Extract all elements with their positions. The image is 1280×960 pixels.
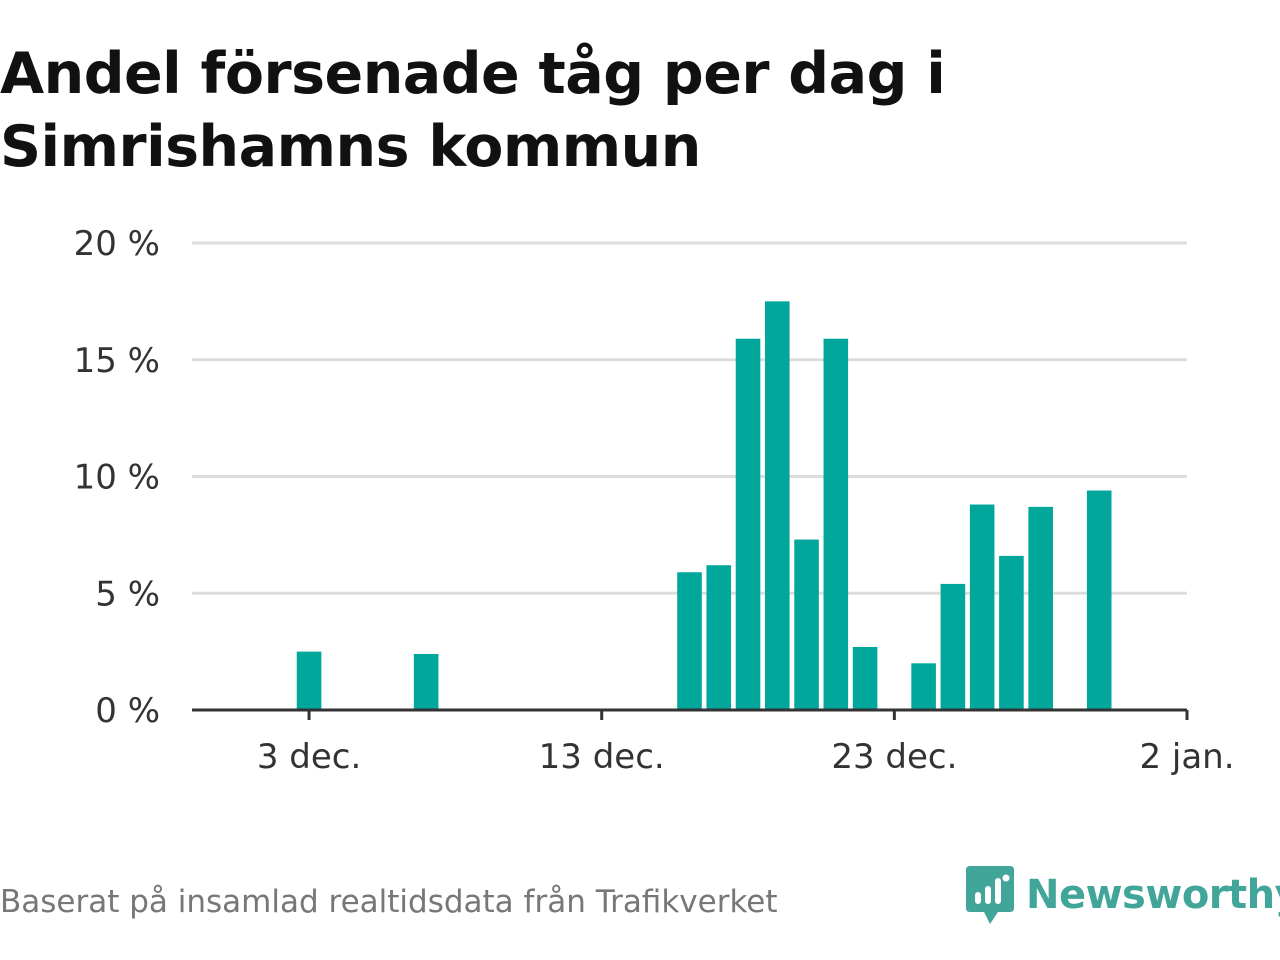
y-tick-label: 15 % — [74, 341, 160, 381]
bar — [1028, 506, 1053, 710]
x-tick-label: 23 dec. — [831, 737, 957, 777]
bar — [413, 653, 439, 710]
y-tick-label: 5 % — [95, 574, 160, 614]
bar — [940, 583, 966, 710]
x-tick-label: 2 jan. — [1139, 737, 1234, 777]
chart-title: Andel försenade tåg per dag i Simrishamn… — [0, 41, 946, 180]
y-tick-label: 20 % — [74, 224, 160, 264]
x-axis — [192, 708, 1189, 720]
bar — [677, 572, 702, 710]
x-tick-label: 13 dec. — [539, 737, 665, 777]
x-tick-labels: 3 dec. 13 dec. 23 dec. 2 jan. — [257, 737, 1235, 777]
newsworthy-logo-icon — [966, 866, 1014, 924]
bar — [296, 651, 322, 710]
bar — [852, 646, 878, 710]
brand-logo[interactable]: Newsworthy — [964, 864, 1280, 926]
bar — [794, 539, 819, 710]
bar — [999, 555, 1024, 710]
bar — [823, 338, 849, 710]
y-tick-labels: 0 % 5 % 10 % 15 % 20 % — [74, 224, 160, 731]
x-tick-label: 3 dec. — [257, 737, 361, 777]
bar — [706, 565, 732, 710]
bars — [296, 301, 1112, 710]
source-note: Baserat på insamlad realtidsdata från Tr… — [0, 884, 778, 920]
bar — [911, 663, 936, 710]
bar — [969, 504, 995, 710]
bar — [1086, 490, 1112, 710]
brand-name: Newsworthy — [1026, 872, 1280, 918]
y-tick-label: 0 % — [95, 691, 160, 731]
bar — [735, 338, 761, 710]
y-tick-label: 10 % — [74, 458, 160, 498]
bar — [765, 301, 790, 710]
